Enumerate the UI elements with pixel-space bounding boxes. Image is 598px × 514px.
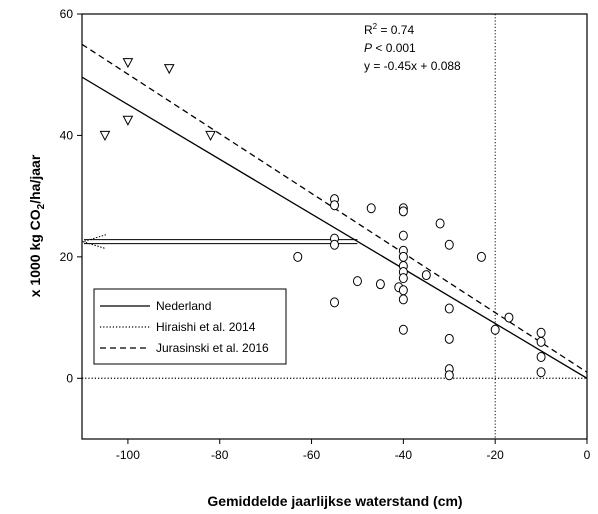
data-point-circle	[375, 279, 385, 290]
series-line-nederland	[82, 76, 587, 379]
data-point-circle	[352, 276, 362, 287]
data-point-circle	[398, 206, 408, 217]
data-point-circle	[536, 367, 546, 378]
data-point-circle	[476, 251, 486, 262]
x-tick-label: 0	[584, 448, 591, 462]
x-tick-label: -20	[487, 448, 505, 462]
data-point-circle	[435, 218, 445, 229]
data-point-circle	[444, 239, 454, 250]
data-point-circle	[398, 324, 408, 335]
legend: Nederland Hiraishi et al. 2014 Jurasinsk…	[93, 288, 287, 365]
data-point-circle	[366, 203, 376, 214]
data-point-circle	[536, 352, 546, 363]
y-tick-label: 40	[60, 128, 74, 142]
y-tick-label: 0	[66, 371, 73, 385]
data-point-circle	[536, 327, 546, 338]
data-point-circle	[398, 285, 408, 296]
data-point-circle	[398, 230, 408, 241]
data-point-circle	[398, 273, 408, 284]
legend-label-jurasinski: Jurasinski et al. 2016	[156, 341, 269, 355]
x-tick-label: -100	[116, 448, 140, 462]
data-point-circle	[444, 303, 454, 314]
data-point-circle	[490, 324, 500, 335]
y-tick-label: 20	[60, 250, 74, 264]
data-point-circle	[293, 251, 303, 262]
data-point-circle	[536, 336, 546, 347]
data-point-circle	[330, 200, 339, 211]
data-point-circle	[504, 312, 514, 323]
equation-annotation: y = -0.45x + 0.088	[364, 59, 461, 73]
data-point-circle	[444, 333, 454, 344]
legend-label-nederland: Nederland	[156, 299, 211, 313]
data-point-circle	[421, 270, 431, 281]
x-tick-label: -60	[303, 448, 321, 462]
data-point-circle	[330, 297, 339, 308]
r-squared-annotation: R2 = 0.74	[364, 22, 414, 37]
data-point-circle	[444, 370, 454, 381]
data-point-triangle	[163, 64, 175, 75]
data-point-circle	[398, 294, 408, 305]
y-tick-label: 60	[60, 7, 74, 21]
data-point-circle	[398, 251, 408, 262]
p-value-annotation: P < 0.001	[364, 41, 416, 55]
data-point-triangle	[122, 115, 134, 126]
data-point-circle	[330, 239, 339, 250]
arrow-head	[82, 234, 107, 250]
y-axis-title: x 1000 kg CO2/ha/jaar	[27, 154, 47, 297]
legend-label-hiraishi: Hiraishi et al. 2014	[156, 320, 256, 334]
x-axis-title: Gemiddelde jaarlijkse waterstand (cm)	[207, 493, 462, 509]
x-tick-label: -40	[395, 448, 413, 462]
data-point-triangle	[205, 130, 216, 141]
data-point-triangle	[99, 130, 111, 141]
data-point-triangle	[122, 58, 134, 69]
plot-area-frame	[81, 13, 588, 440]
x-tick-label: -80	[211, 448, 229, 462]
